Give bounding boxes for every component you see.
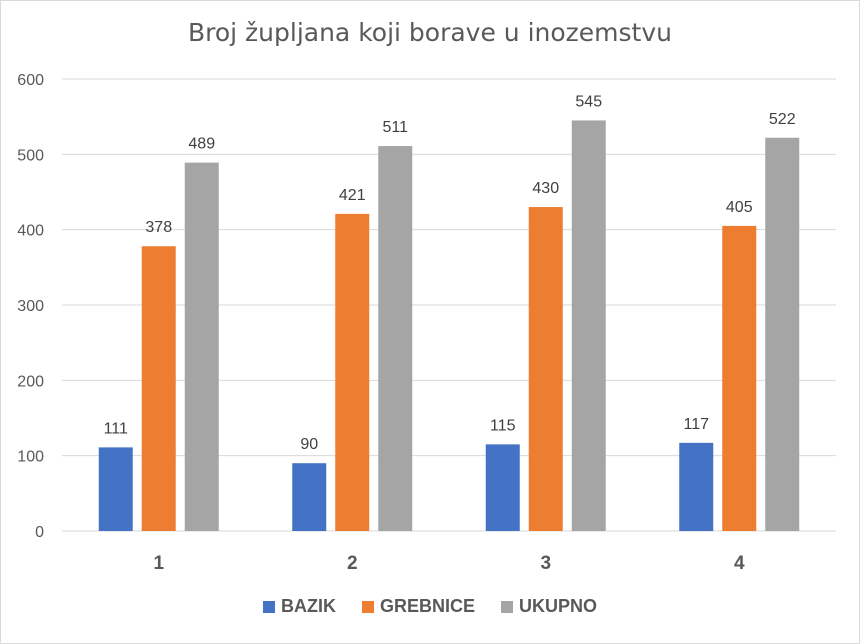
legend-label-grebnice: GREBNICE	[379, 596, 475, 616]
bar-grebnice	[528, 207, 563, 532]
data-label: 430	[532, 180, 559, 197]
y-tick-label: 100	[17, 449, 44, 466]
data-label: 545	[575, 93, 602, 110]
data-label: 111	[104, 420, 128, 437]
bar-ukupno	[378, 146, 413, 531]
data-label: 115	[490, 417, 516, 434]
legend-label-ukupno: UKUPNO	[519, 596, 598, 616]
bar-ukupno	[184, 162, 219, 531]
legend-swatch-grebnice	[361, 600, 374, 613]
bar-grebnice	[141, 246, 176, 532]
legend-swatch-bazik	[262, 600, 275, 613]
x-tick-label: 4	[734, 553, 745, 574]
bar-bazik	[485, 444, 520, 531]
bar-ukupno	[571, 120, 606, 531]
data-label: 522	[769, 111, 796, 128]
legend-item-ukupno: UKUPNO	[501, 596, 597, 617]
x-tick-label: 3	[540, 553, 551, 574]
x-tick-label: 1	[153, 553, 164, 574]
legend-item-grebnice: GREBNICE	[361, 596, 475, 617]
data-label: 90	[300, 436, 318, 453]
chart-legend: BAZIK GREBNICE UKUPNO	[0, 596, 860, 617]
bar-bazik	[292, 463, 327, 531]
bar-grebnice	[722, 225, 757, 531]
legend-item-bazik: BAZIK	[262, 596, 336, 617]
x-tick-label: 2	[347, 553, 358, 574]
data-label: 378	[145, 219, 172, 236]
legend-swatch-ukupno	[501, 600, 513, 613]
y-tick-label: 300	[17, 298, 44, 315]
bar-grebnice	[335, 213, 370, 531]
y-tick-label: 500	[17, 147, 44, 164]
y-tick-label: 200	[17, 373, 44, 390]
data-label: 421	[339, 187, 366, 204]
data-label: 405	[726, 199, 753, 216]
y-tick-label: 600	[17, 72, 44, 89]
bar-ukupno	[765, 137, 800, 531]
data-label: 117	[683, 416, 709, 433]
data-label: 511	[382, 119, 408, 136]
chart-title: Broj župljana koji borave u inozemstvu	[187, 18, 673, 47]
data-label: 489	[188, 136, 215, 153]
bar-bazik	[679, 442, 714, 531]
y-tick-label: 400	[17, 223, 44, 240]
y-tick-label: 0	[35, 524, 44, 541]
legend-label-bazik: BAZIK	[280, 596, 336, 616]
bar-bazik	[98, 447, 133, 531]
